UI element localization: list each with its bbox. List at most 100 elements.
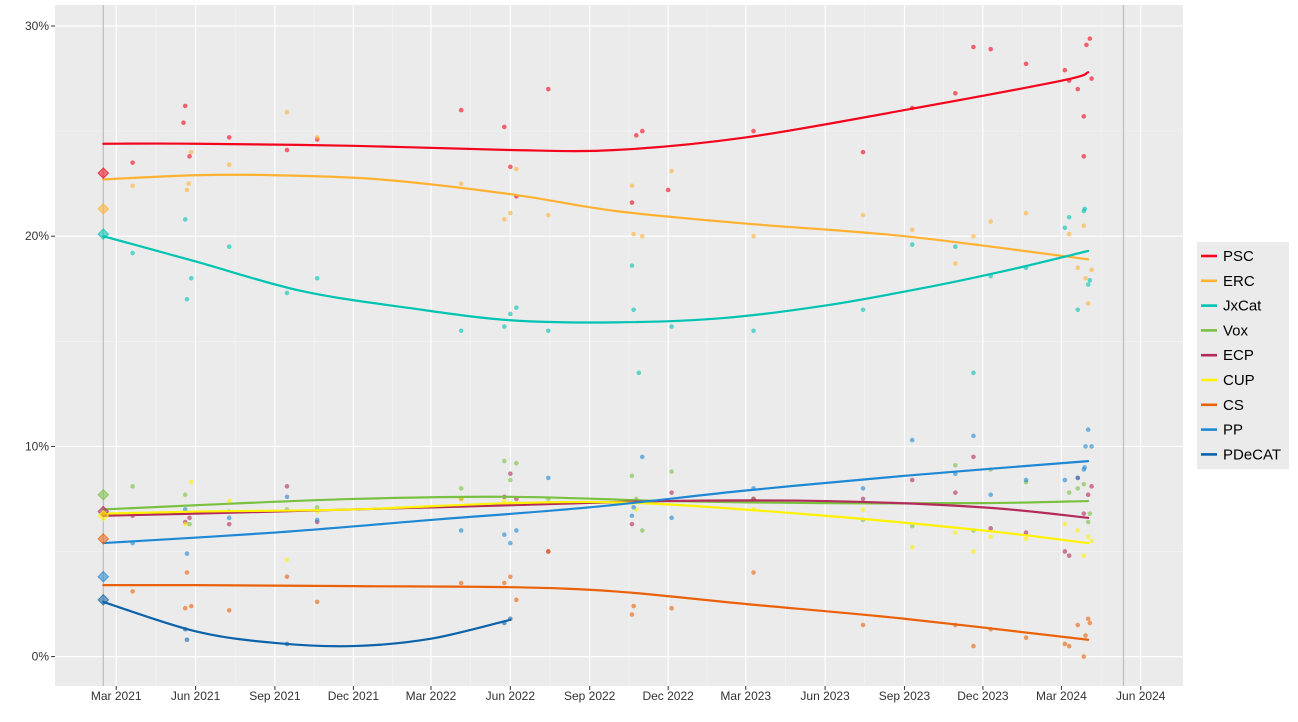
point-jxcat <box>1087 278 1093 283</box>
point-ecp <box>1023 530 1029 535</box>
point-ecp <box>226 521 232 527</box>
point-cs <box>1075 622 1081 628</box>
point-jxcat <box>971 370 976 376</box>
point-jxcat <box>1062 225 1068 231</box>
point-psc <box>1084 42 1089 48</box>
trend-jxcat <box>102 235 1090 324</box>
point-erc <box>1066 231 1072 237</box>
result-cup <box>97 509 110 522</box>
point-ecp <box>988 526 993 531</box>
legend-label-ecp: ECP <box>1223 347 1254 364</box>
point-cs <box>182 605 188 611</box>
legend-label-erc: ERC <box>1223 273 1255 290</box>
point-psc <box>860 149 866 155</box>
result-psc <box>97 167 110 180</box>
point-vox <box>514 460 519 466</box>
point-jxcat <box>314 275 320 281</box>
point-vox <box>502 458 507 464</box>
point-pp <box>860 486 866 491</box>
point-erc <box>458 181 464 186</box>
point-jxcat <box>184 296 190 302</box>
point-ecp <box>508 471 513 477</box>
x-tick-label: Sep 2023 <box>879 689 931 703</box>
point-ecp <box>860 496 866 502</box>
point-cs <box>971 643 976 649</box>
result-pp <box>97 570 110 583</box>
point-psc <box>629 200 635 205</box>
point-jxcat <box>1066 214 1072 220</box>
x-tick-label: Dec 2023 <box>957 689 1009 703</box>
point-ecp <box>953 490 958 495</box>
point-cs <box>545 549 551 554</box>
point-erc <box>184 187 190 193</box>
x-tick-label: Mar 2022 <box>406 689 457 703</box>
point-erc <box>1089 267 1094 273</box>
point-psc <box>226 135 232 140</box>
point-vox <box>953 463 958 468</box>
legend-label-jxcat: JxCat <box>1223 298 1262 315</box>
point-cup <box>971 549 976 554</box>
point-vox <box>1085 519 1091 525</box>
point-cs <box>130 589 135 594</box>
point-cs <box>1085 616 1091 622</box>
point-pp <box>514 528 519 533</box>
point-psc <box>545 86 551 92</box>
point-jxcat <box>1085 282 1091 287</box>
legend-label-cs: CS <box>1223 397 1244 414</box>
point-jxcat <box>629 263 635 268</box>
point-cs <box>514 597 519 603</box>
point-erc <box>314 135 320 140</box>
point-pp <box>1085 427 1091 432</box>
trend-pdecat <box>102 600 512 648</box>
point-erc <box>1081 223 1087 228</box>
point-erc <box>545 212 551 218</box>
point-psc <box>1075 86 1081 92</box>
point-jxcat <box>188 275 194 281</box>
point-pp <box>1075 475 1081 481</box>
trend-vox <box>102 495 1090 511</box>
point-jxcat <box>636 370 642 376</box>
point-erc <box>226 162 232 168</box>
trend-cup <box>102 500 1090 545</box>
legend[interactable]: PSC ERC JxCat Vox ECP CUP CS PP PDeCAT <box>1197 242 1289 470</box>
point-cup <box>1081 553 1087 558</box>
point-cs <box>314 599 320 605</box>
panel-background <box>55 5 1183 686</box>
point-pp <box>508 540 513 546</box>
point-vox <box>130 484 135 489</box>
result-cs <box>97 532 110 545</box>
point-cs <box>502 580 507 586</box>
x-tick-label: Dec 2021 <box>328 689 380 703</box>
point-erc <box>751 233 756 239</box>
point-pp <box>971 433 976 439</box>
point-ecp <box>1062 549 1068 554</box>
point-psc <box>953 90 958 96</box>
x-tick-label: Jun 2022 <box>486 689 536 703</box>
y-tick-label: 30% <box>25 19 49 33</box>
axes: 0% 10% 20% 30% Mar 2021 Jun 2021 Sep 2021 Dec 2… <box>25 19 1166 703</box>
point-pp <box>1023 477 1029 483</box>
point-vox <box>1081 481 1087 487</box>
point-jxcat <box>502 324 507 329</box>
point-psc <box>665 187 671 193</box>
point-erc <box>186 181 191 186</box>
point-pp <box>314 517 320 523</box>
legend-label-vox: Vox <box>1223 322 1249 339</box>
point-jxcat <box>669 324 674 329</box>
point-jxcat <box>508 311 513 317</box>
point-cs <box>629 612 635 617</box>
x-tick-label: Mar 2023 <box>720 689 771 703</box>
trend-pp <box>102 460 1090 545</box>
point-psc <box>1081 114 1087 119</box>
point-psc <box>458 107 464 113</box>
point-cs <box>188 603 194 609</box>
point-erc <box>130 183 135 189</box>
trend-erc <box>102 173 1090 261</box>
point-cup <box>1075 528 1081 533</box>
point-vox <box>458 486 464 491</box>
point-erc <box>514 166 519 172</box>
point-erc <box>1075 265 1081 271</box>
point-vox <box>314 505 320 510</box>
point-ecp <box>909 477 915 483</box>
point-vox <box>629 473 635 479</box>
